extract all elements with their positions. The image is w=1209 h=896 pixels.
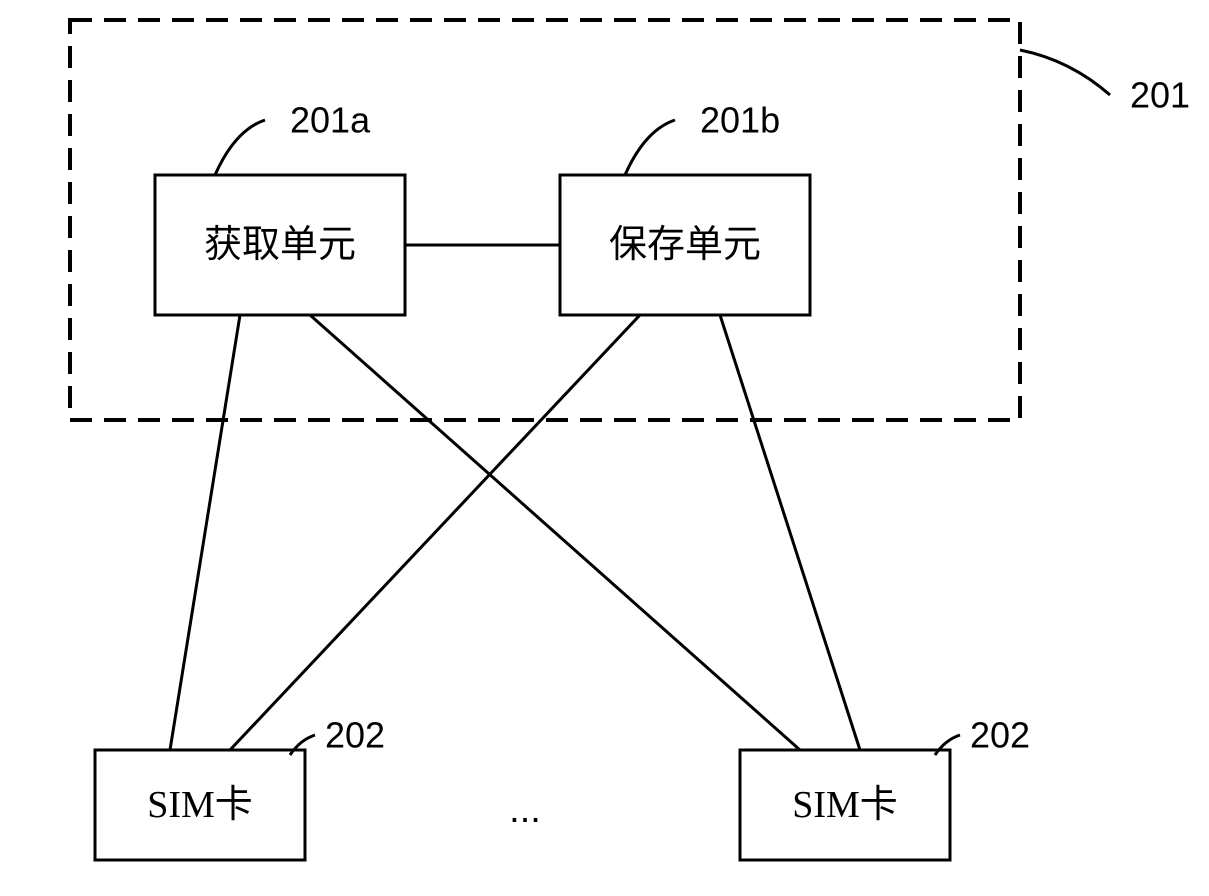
block-diagram: 201 获取单元 201a 保存单元 201b SIM卡 202 SIM卡 202... <box>0 0 1209 896</box>
label-201b: 201b <box>700 100 780 141</box>
label-201: 201 <box>1130 75 1190 116</box>
container-dashed <box>70 20 1020 420</box>
line-acq-sim2 <box>310 315 800 750</box>
box-sim1-label: SIM卡 <box>147 784 253 826</box>
ellipsis: ... <box>509 789 541 831</box>
label-sim1-ref: 202 <box>325 715 385 756</box>
box-sim2-label: SIM卡 <box>792 784 898 826</box>
leader-201 <box>1020 50 1110 95</box>
leader-sim2 <box>935 735 960 755</box>
line-acq-sim1 <box>170 315 240 750</box>
line-save-sim1 <box>230 315 640 750</box>
line-save-sim2 <box>720 315 860 750</box>
label-sim2-ref: 202 <box>970 715 1030 756</box>
label-201a: 201a <box>290 100 371 141</box>
leader-201b <box>625 120 675 175</box>
box-save-label: 保存单元 <box>609 224 761 266</box>
box-acq-label: 获取单元 <box>204 224 356 266</box>
leader-201a <box>215 120 265 175</box>
leader-sim1 <box>290 735 315 755</box>
